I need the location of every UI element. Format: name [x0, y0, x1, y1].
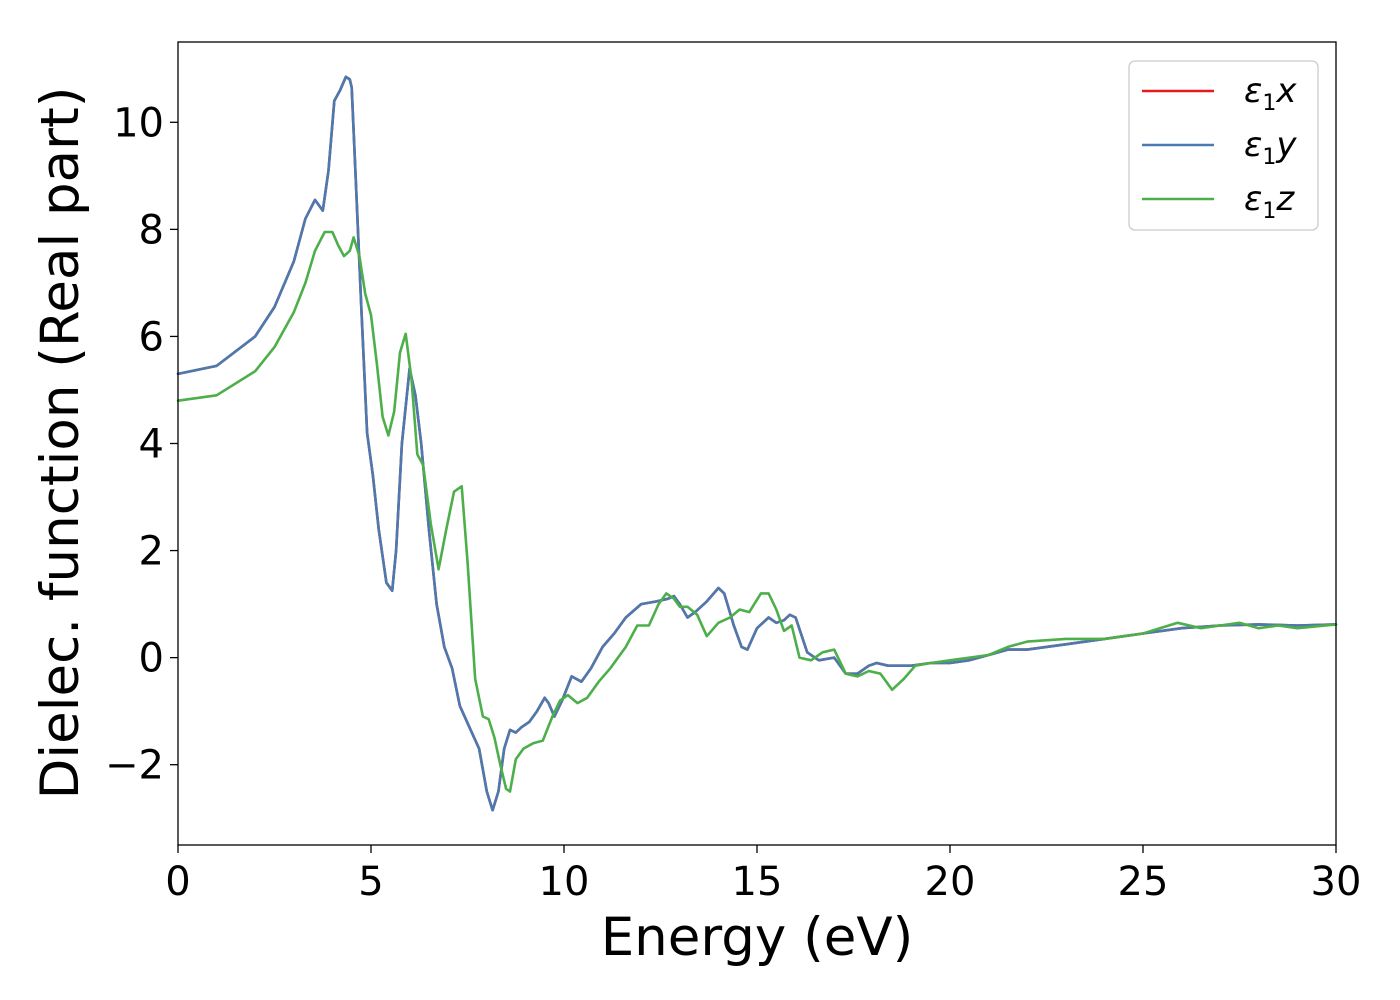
- x-tick-label: 25: [1118, 859, 1169, 905]
- y-tick-label: 6: [139, 314, 164, 360]
- y-axis: −2 0 2 4 6 8 10: [105, 100, 178, 789]
- legend-label-eps1y: ε1y: [1244, 125, 1297, 170]
- x-tick-label: 10: [539, 859, 590, 905]
- series-layer: [176, 75, 1338, 812]
- x-tick-label: 5: [358, 859, 383, 905]
- legend-box: [1128, 60, 1319, 231]
- legend: ε1x ε1y ε1z: [1128, 60, 1319, 231]
- y-tick-label: 8: [139, 207, 164, 253]
- x-axis: 0 5 10 15 20 25 30: [165, 845, 1361, 905]
- series-line-eps1y: [176, 75, 1338, 812]
- y-tick-label: 10: [113, 100, 164, 146]
- legend-label-eps1x: ε1x: [1244, 71, 1297, 116]
- legend-label-eps1z: ε1z: [1244, 179, 1295, 224]
- y-tick-label: 4: [139, 422, 164, 468]
- y-tick-label: −2: [105, 743, 164, 789]
- x-axis-label: Energy (eV): [601, 907, 914, 968]
- x-tick-label: 15: [732, 859, 783, 905]
- y-tick-label: 2: [139, 529, 164, 575]
- y-tick-label: 0: [139, 636, 164, 682]
- series-line-eps1z: [176, 230, 1338, 793]
- x-tick-label: 20: [925, 859, 976, 905]
- y-axis-label: Dielec. function (Real part): [30, 87, 91, 800]
- x-tick-label: 30: [1311, 859, 1362, 905]
- x-tick-label: 0: [165, 859, 190, 905]
